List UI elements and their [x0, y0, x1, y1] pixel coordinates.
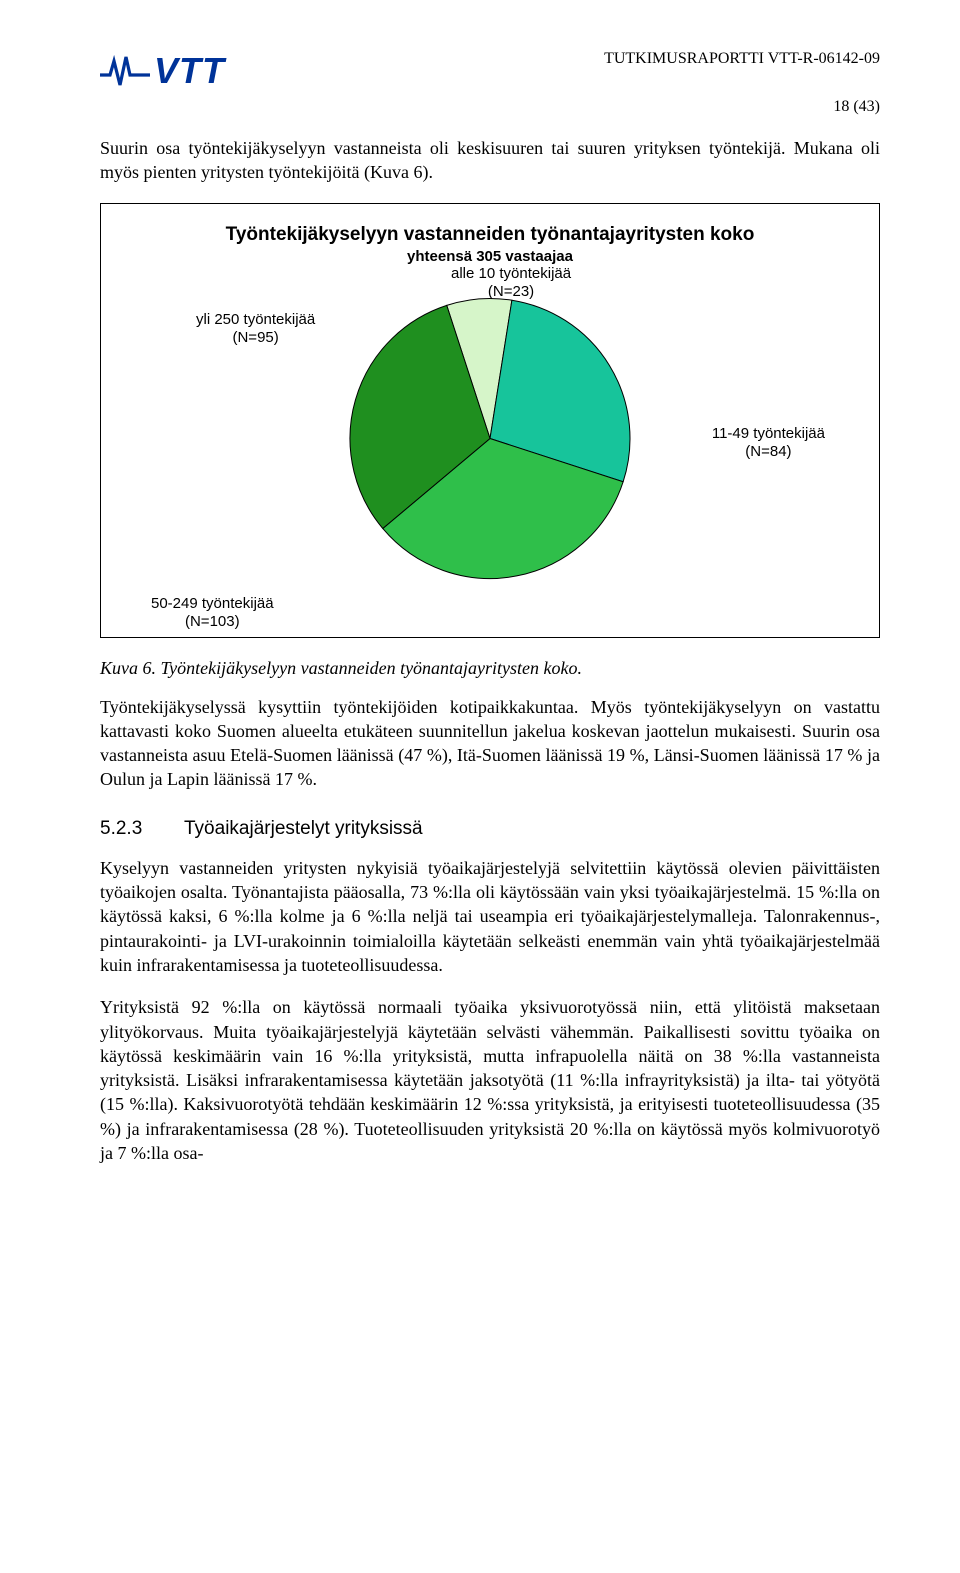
section-title: Työaikajärjestelyt yrityksissä	[184, 818, 423, 839]
section-number: 5.2.3	[100, 818, 184, 840]
chart-subtitle: yhteensä 305 vastaajaa	[121, 248, 859, 265]
chart-area: yli 250 työntekijää (N=95) alle 10 työnt…	[121, 273, 859, 623]
vtt-logo: VTT	[100, 50, 225, 92]
report-id: TUTKIMUSRAPORTTI VTT-R-06142-09	[604, 50, 880, 68]
paragraph-intro: Suurin osa työntekijäkyselyyn vastanneis…	[100, 136, 880, 185]
chart-title: Työntekijäkyselyyn vastanneiden työnanta…	[121, 224, 859, 246]
paragraph-jarjestelyt1: Kyselyyn vastanneiden yritysten nykyisiä…	[100, 856, 880, 977]
paragraph-jarjestelyt2: Yrityksistä 92 %:lla on käytössä normaal…	[100, 995, 880, 1165]
pie-label-11-49: 11-49 työntekijää (N=84)	[712, 425, 825, 463]
pie-chart	[340, 288, 640, 588]
figure-caption: Kuva 6. Työntekijäkyselyyn vastanneiden …	[100, 658, 880, 679]
pie-label-yli250: yli 250 työntekijää (N=95)	[196, 311, 315, 349]
logo-text: VTT	[154, 50, 225, 92]
pie-chart-box: Työntekijäkyselyyn vastanneiden työnanta…	[100, 203, 880, 638]
pulse-icon	[100, 53, 150, 89]
page-number: 18 (43)	[100, 98, 880, 116]
pie-label-50-249: 50-249 työntekijää (N=103)	[151, 595, 274, 633]
section-heading: 5.2.3Työaikajärjestelyt yrityksissä	[100, 818, 880, 840]
paragraph-kotipaikka: Työntekijäkyselyssä kysyttiin työntekijö…	[100, 695, 880, 792]
